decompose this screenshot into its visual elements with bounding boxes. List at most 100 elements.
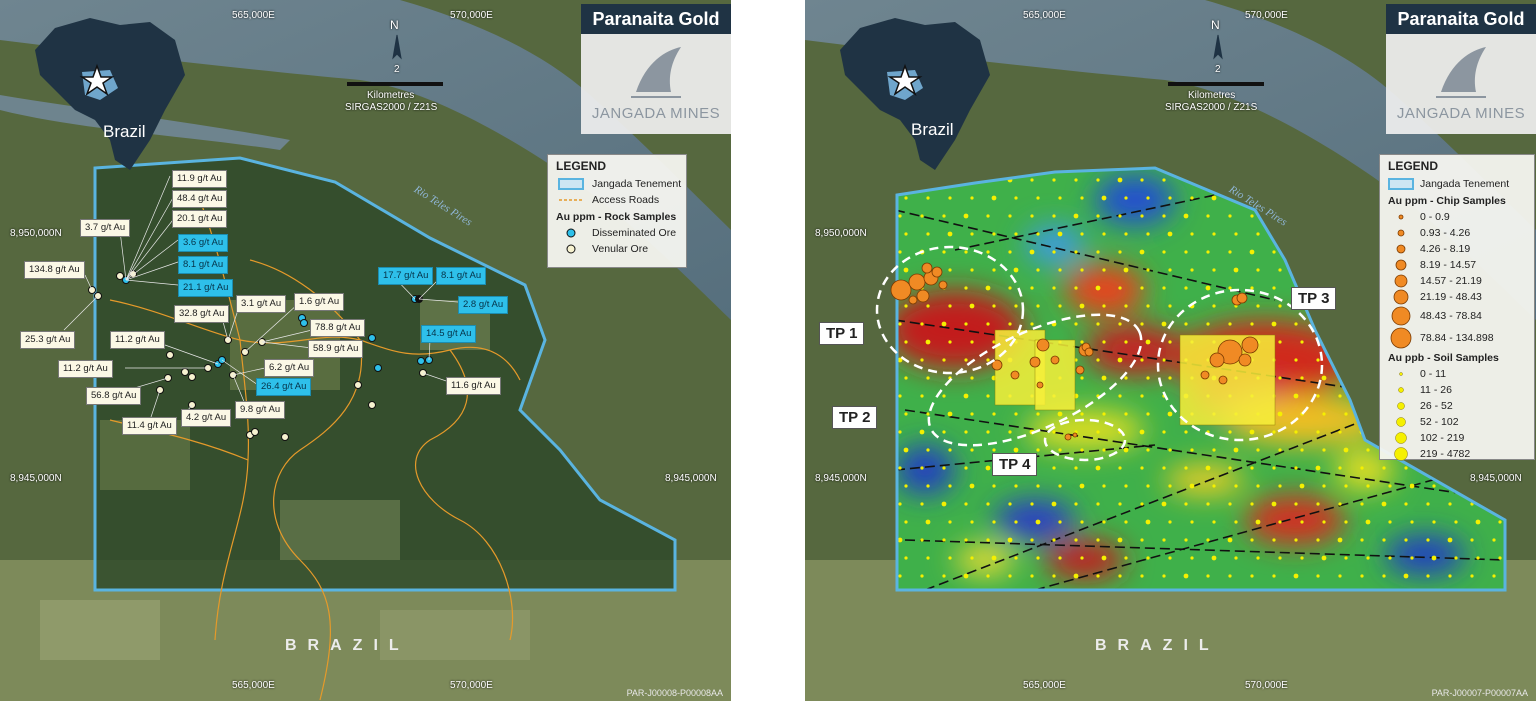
chip-class-row: 14.57 - 21.19	[1388, 273, 1534, 289]
soil-sample-dot	[926, 304, 930, 308]
soil-sample-dot	[1118, 502, 1122, 506]
soil-sample-dot	[1322, 520, 1326, 524]
soil-sample-dot	[948, 196, 952, 200]
right-coord-left-2: 8,945,000N	[815, 473, 867, 484]
soil-sample-dot	[1008, 574, 1012, 578]
sample-label: 3.6 g/t Au	[178, 234, 229, 252]
left-inset-label: Brazil	[103, 122, 146, 141]
soil-sample-dot	[1228, 214, 1232, 218]
soil-sample-dot	[970, 448, 974, 452]
right-ref-code: PAR-J00007-P00007AA	[1431, 688, 1528, 698]
soil-sample-dot	[1498, 556, 1502, 560]
soil-sample-dot	[986, 538, 990, 542]
soil-sample-dot	[1454, 556, 1458, 560]
soil-sample-dot	[1139, 249, 1145, 255]
right-map-title: Paranaita Gold	[1386, 4, 1536, 34]
left-legend-roads: Access Roads	[556, 192, 686, 208]
soil-sample-dot	[1293, 573, 1299, 579]
left-leader-lines	[63, 175, 459, 421]
soil-sample-dot	[1168, 268, 1172, 272]
soil-sample-dot	[1321, 555, 1327, 561]
soil-sample-dot	[970, 340, 974, 344]
soil-sample-dot	[1074, 538, 1078, 542]
soil-sample-dot	[1058, 304, 1062, 308]
soil-sample-dot	[1321, 375, 1327, 381]
soil-sample-dot	[942, 430, 946, 434]
soil-sample-dot	[1228, 466, 1232, 470]
chip-class-row: 48.43 - 78.84	[1388, 305, 1534, 327]
right-scale-units: Kilometres	[1188, 90, 1236, 101]
soil-class-row: 52 - 102	[1388, 414, 1534, 430]
soil-sample-dot	[1051, 501, 1057, 507]
soil-sample-dot	[904, 340, 908, 344]
soil-sample-dot	[1382, 538, 1386, 542]
soil-sample-dot	[1030, 502, 1034, 506]
soil-sample-dot	[986, 214, 990, 218]
soil-sample-dot	[904, 376, 908, 380]
soil-sample-dot	[1272, 538, 1276, 542]
soil-sample-dot	[1118, 322, 1122, 326]
soil-sample-dot	[948, 340, 952, 344]
soil-sample-dot	[1190, 556, 1194, 560]
sample-label: 48.4 g/t Au	[172, 190, 228, 208]
soil-sample-dot	[1168, 340, 1172, 344]
soil-sample-dot	[1410, 520, 1414, 524]
soil-sample-dot	[1096, 574, 1100, 578]
soil-sample-dot	[964, 466, 968, 470]
soil-sample-dot	[986, 322, 990, 326]
soil-sample-dot	[1124, 196, 1128, 200]
soil-sample-dot	[925, 339, 931, 345]
soil-sample-dot	[1096, 250, 1100, 254]
soil-sample-dot	[964, 538, 968, 542]
soil-sample-dot	[1184, 286, 1188, 290]
soil-sample-dot	[970, 376, 974, 380]
right-legend: LEGEND Jangada Tenement Au ppm - Chip Sa…	[1379, 154, 1535, 461]
soil-sample-dot	[1014, 304, 1018, 308]
right-legend-title: LEGEND	[1388, 159, 1439, 173]
right-scale-crs: SIRGAS2000 / Z21S	[1165, 102, 1258, 113]
soil-sample-dot	[1030, 538, 1034, 542]
soil-size-dot-icon	[1394, 447, 1408, 461]
soil-sample-dot	[1184, 466, 1188, 470]
soil-sample-dot	[970, 520, 974, 524]
soil-sample-dot	[1212, 268, 1216, 272]
soil-sample-dot	[1492, 538, 1496, 542]
soil-sample-dot	[1234, 520, 1238, 524]
right-north-letter: N	[1211, 18, 1220, 32]
soil-sample-dot	[964, 286, 968, 290]
soil-sample-dot	[1403, 573, 1409, 579]
sample-label: 2.8 g/t Au	[458, 296, 509, 314]
soil-sample-dot	[1074, 322, 1078, 326]
soil-sample-dot	[1168, 448, 1172, 452]
soil-sample-dot	[1140, 394, 1144, 398]
soil-sample-dot	[1096, 322, 1100, 326]
soil-sample-dot	[1014, 412, 1018, 416]
soil-sample-dot	[920, 358, 924, 362]
soil-sample-dot	[1102, 232, 1106, 236]
soil-sample-dot	[985, 285, 991, 291]
soil-sample-dot	[1344, 520, 1348, 524]
soil-size-dot-icon	[1396, 417, 1406, 427]
soil-sample-dot	[920, 502, 924, 506]
soil-sample-dot	[1007, 537, 1013, 543]
soil-sample-dot	[1014, 556, 1018, 560]
soil-sample-dot	[1079, 303, 1085, 309]
left-coord-left-2: 8,945,000N	[10, 473, 62, 484]
soil-sample-dot	[1360, 574, 1364, 578]
soil-sample-dot	[1344, 556, 1348, 560]
soil-sample-dot	[1360, 466, 1364, 470]
soil-sample-dot	[1249, 249, 1255, 255]
soil-sample-dot	[1227, 537, 1233, 543]
soil-sample-dot	[926, 448, 930, 452]
soil-sample-dot	[1162, 214, 1166, 218]
soil-sample-dot	[1052, 574, 1056, 578]
soil-sample-dot	[1189, 483, 1195, 489]
soil-sample-dot	[941, 321, 947, 327]
soil-sample-dot	[1212, 484, 1216, 488]
soil-sample-dot	[948, 304, 952, 308]
soil-sample-dot	[1124, 340, 1128, 344]
sample-label: 8.1 g/t Au	[436, 267, 487, 285]
left-coord-left-1: 8,950,000N	[10, 228, 62, 239]
right-map-panel: Brazil N 2 Kilometres SIRGAS2000 / Z21S …	[805, 0, 1536, 701]
soil-sample-dot	[1228, 430, 1232, 434]
